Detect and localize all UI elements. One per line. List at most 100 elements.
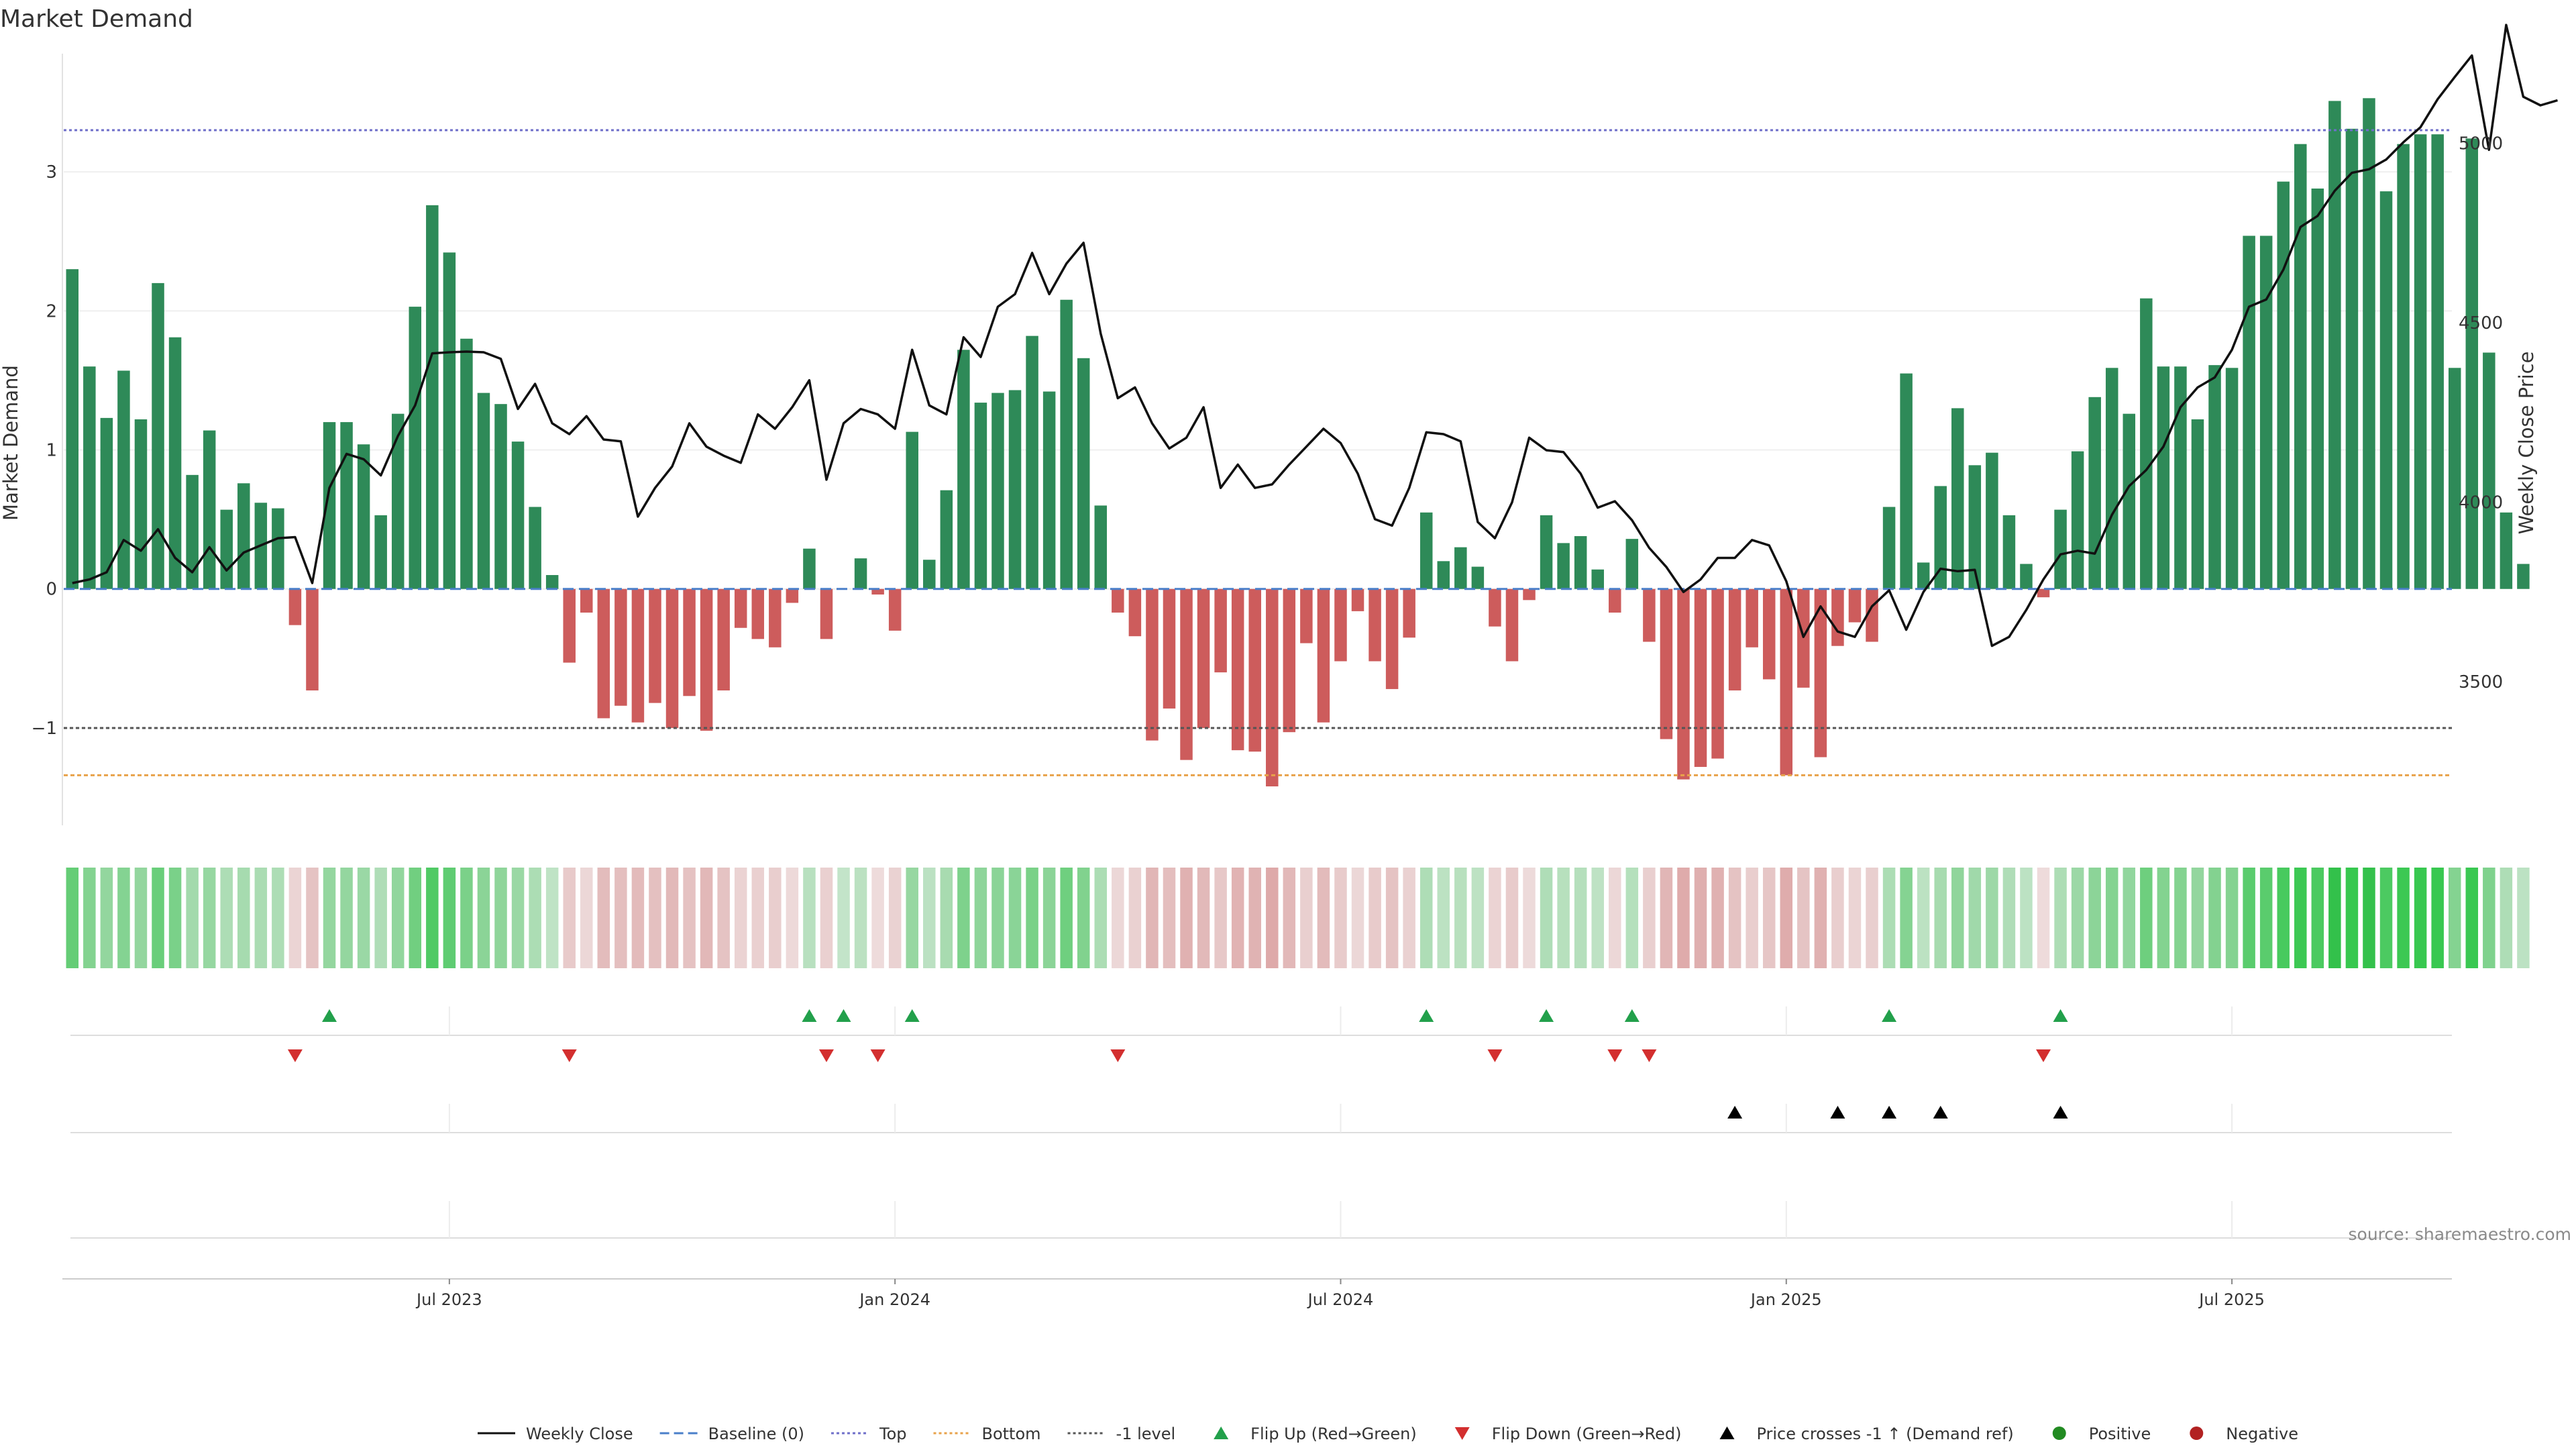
intensity-cell	[2363, 868, 2375, 968]
demand-bar	[1848, 588, 1862, 623]
chart-title: Market Demand	[0, 5, 193, 33]
intensity-cell	[1900, 868, 1913, 968]
demand-bar	[1746, 588, 1758, 647]
intensity-cell	[426, 868, 439, 968]
demand-bar	[186, 474, 199, 589]
intensity-cell	[1968, 868, 1982, 968]
y-tick-label: −1	[32, 719, 57, 739]
intensity-cell	[1934, 868, 1947, 968]
legend-label: Negative	[2226, 1424, 2298, 1443]
intensity-cell	[220, 868, 233, 968]
demand-bar	[2174, 366, 2187, 589]
demand-bar	[1489, 588, 1501, 627]
demand-bar	[1934, 486, 1947, 589]
demand-bar	[2311, 188, 2324, 589]
legend-swatch-triangle-up	[1214, 1427, 1229, 1439]
intensity-cell	[2208, 868, 2221, 968]
intensity-cell	[751, 868, 765, 968]
intensity-cell	[1728, 868, 1741, 968]
intensity-cell	[2277, 868, 2290, 968]
intensity-cell	[374, 868, 387, 968]
demand-bar	[2500, 512, 2513, 589]
intensity-cell	[66, 868, 79, 968]
legend-label: Baseline (0)	[708, 1424, 804, 1443]
legend-label: Flip Up (Red→Green)	[1250, 1424, 1417, 1443]
intensity-cell	[1489, 868, 1501, 968]
demand-bar	[1797, 588, 1810, 688]
intensity-cell	[1471, 868, 1485, 968]
demand-bar	[1419, 512, 1433, 589]
price-cross-marker	[1882, 1106, 1897, 1119]
intensity-cell	[786, 868, 799, 968]
intensity-cell	[614, 868, 627, 968]
intensity-cell	[2054, 868, 2067, 968]
intensity-cell	[1163, 868, 1176, 968]
demand-bar	[2037, 588, 2050, 598]
flip-up-marker	[1624, 1009, 1640, 1022]
demand-bar	[443, 252, 456, 589]
y2-tick-label: 5000	[2459, 134, 2503, 154]
demand-bar	[1728, 588, 1741, 691]
intensity-cell	[717, 868, 730, 968]
demand-bar	[2208, 365, 2221, 589]
demand-bar	[906, 431, 918, 589]
intensity-cell	[1557, 868, 1570, 968]
intensity-cell	[820, 868, 833, 968]
demand-bar	[597, 588, 610, 719]
demand-bar	[1643, 588, 1656, 642]
demand-bar	[272, 508, 284, 589]
demand-bar	[237, 483, 250, 589]
intensity-cell	[957, 868, 970, 968]
legend-item: Baseline (0)	[659, 1424, 804, 1443]
legend-label: Weekly Close	[526, 1424, 633, 1443]
intensity-cell	[494, 868, 507, 968]
demand-bar	[957, 350, 970, 589]
demand-bar	[100, 417, 113, 589]
demand-bar	[511, 442, 525, 589]
legend-swatch-circle	[2052, 1427, 2066, 1440]
demand-bar	[1986, 452, 1998, 589]
demand-bar	[1266, 588, 1279, 786]
intensity-cell	[906, 868, 918, 968]
demand-bar	[649, 588, 661, 703]
demand-bar	[1900, 373, 1913, 589]
intensity-cell	[1609, 868, 1621, 968]
demand-bar	[700, 588, 713, 731]
y2-tick-label: 4000	[2459, 493, 2503, 513]
demand-bar	[1112, 588, 1124, 613]
demand-bar	[1831, 588, 1844, 646]
demand-bar	[2277, 181, 2290, 589]
demand-bar	[665, 588, 679, 728]
intensity-cell	[529, 868, 541, 968]
intensity-cell	[803, 868, 816, 968]
legend: Weekly Close Baseline (0) Top Bottom -1 leve…	[478, 1424, 2298, 1443]
intensity-cell	[391, 868, 405, 968]
y-tick-label: 0	[46, 580, 57, 600]
intensity-cell	[117, 868, 130, 968]
intensity-cell	[2414, 868, 2427, 968]
intensity-cell	[1505, 868, 1519, 968]
demand-bar	[2328, 101, 2341, 589]
intensity-cell	[2294, 868, 2307, 968]
demand-bar	[2088, 397, 2101, 589]
flip-up-marker	[1419, 1009, 1434, 1022]
demand-bar	[2414, 134, 2427, 589]
intensity-cell	[2517, 868, 2530, 968]
intensity-cell	[1917, 868, 1930, 968]
intensity-cell	[1746, 868, 1758, 968]
demand-bar	[614, 588, 627, 706]
price-cross-marker	[1933, 1106, 1948, 1119]
intensity-cell	[237, 868, 250, 968]
demand-bar	[1300, 588, 1313, 643]
demand-bar	[1762, 588, 1776, 680]
legend-item: Top	[831, 1424, 907, 1443]
intensity-cell	[1266, 868, 1279, 968]
demand-bar	[1780, 588, 1793, 776]
intensity-cell	[1317, 868, 1330, 968]
intensity-cell	[1385, 868, 1399, 968]
intensity-cell	[2379, 868, 2393, 968]
y-tick-label: 3	[46, 162, 57, 183]
demand-bar	[2517, 564, 2530, 589]
y-tick-label: 1	[46, 441, 57, 461]
intensity-cell	[2037, 868, 2050, 968]
